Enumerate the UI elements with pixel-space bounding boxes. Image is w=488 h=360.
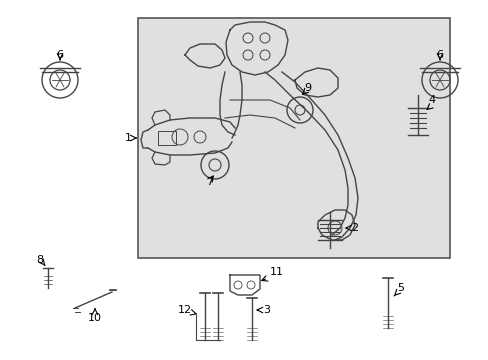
Text: 8: 8: [37, 255, 43, 265]
Text: 7: 7: [206, 177, 213, 187]
Text: 6: 6: [57, 50, 63, 60]
Text: 11: 11: [269, 267, 284, 277]
Text: 6: 6: [436, 50, 443, 60]
Text: 2: 2: [351, 223, 358, 233]
Bar: [158, 131, 176, 145]
Text: 4: 4: [427, 95, 435, 105]
Text: 3: 3: [263, 305, 269, 315]
Text: 12: 12: [178, 305, 192, 315]
Text: 5: 5: [396, 283, 403, 293]
Text: 10: 10: [88, 313, 102, 323]
Text: 9: 9: [304, 83, 311, 93]
Bar: [138, 18, 449, 258]
Text: 1: 1: [124, 133, 131, 143]
